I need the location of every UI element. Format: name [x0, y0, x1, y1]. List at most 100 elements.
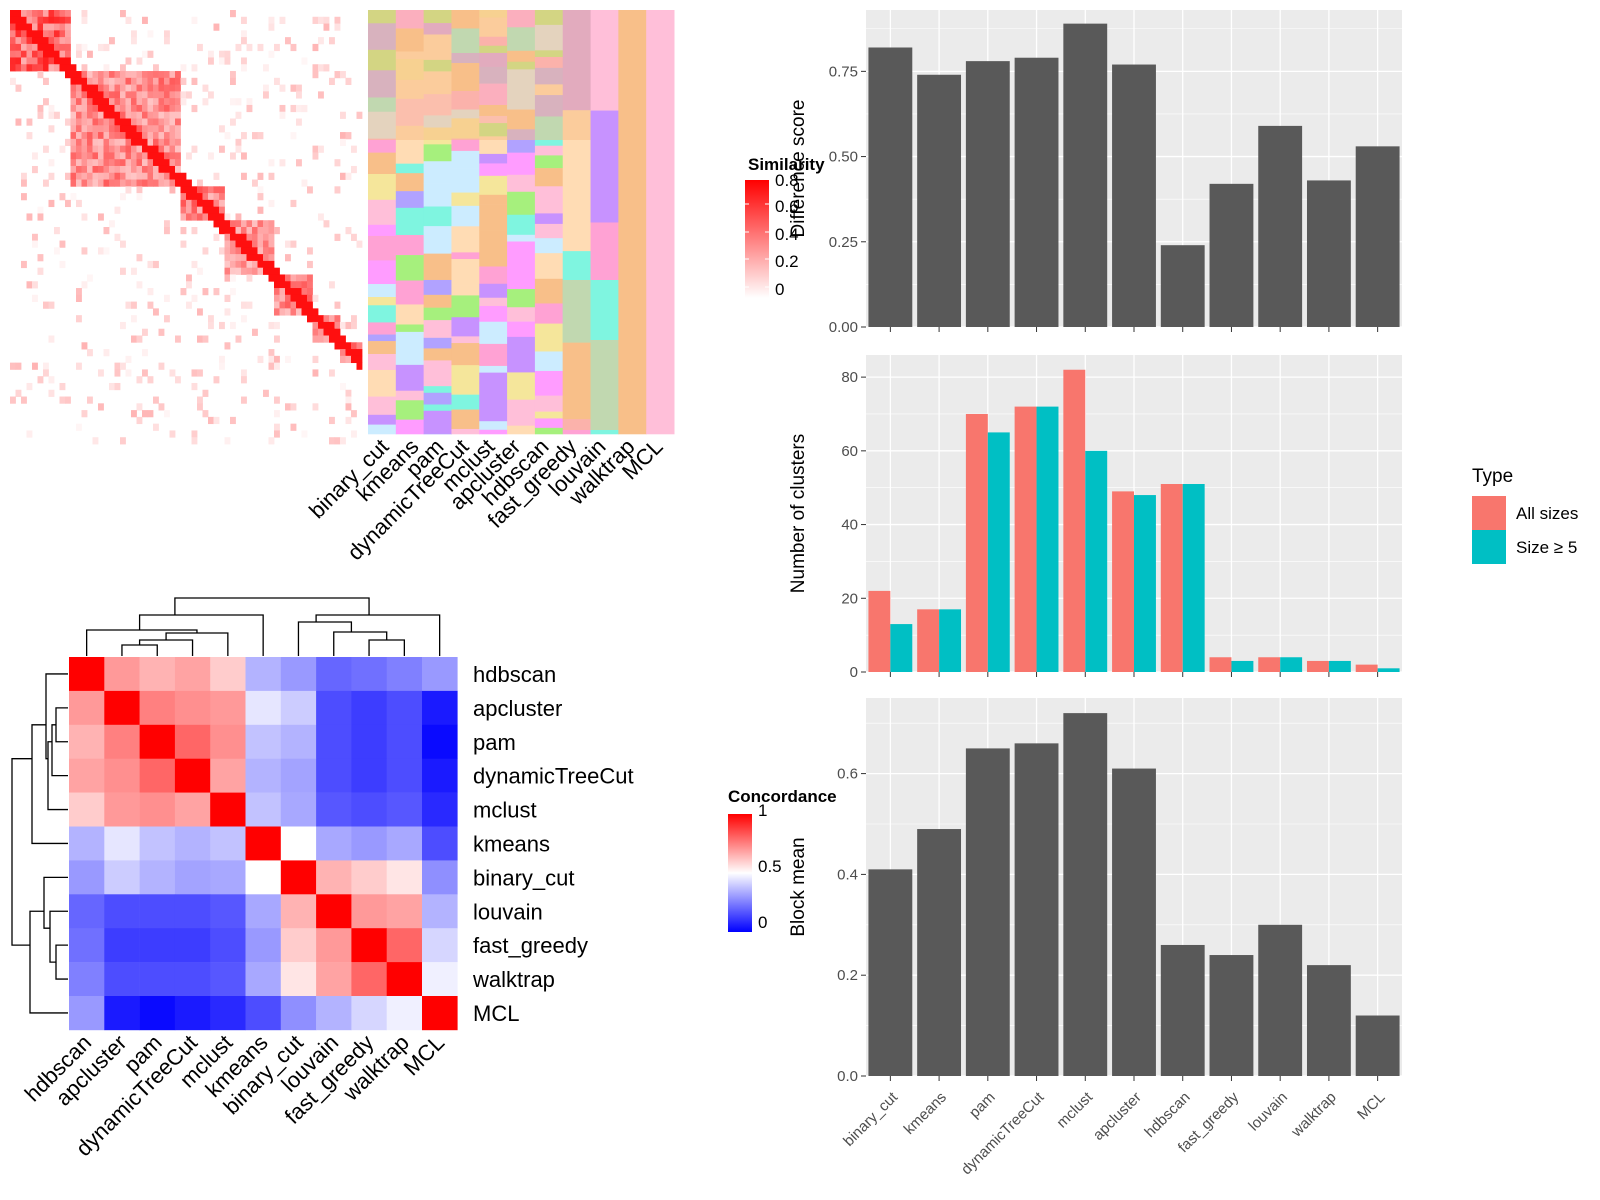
similarity-cell: [10, 43, 16, 52]
assignment-segment: [395, 207, 425, 236]
similarity-cell: [109, 179, 115, 187]
similarity-cell: [103, 118, 110, 126]
similarity-cell: [197, 403, 203, 411]
similarity-cell: [32, 64, 38, 72]
similarity-cell: [87, 84, 93, 92]
dendrogram-branch: [297, 621, 353, 656]
similarity-cell: [76, 71, 82, 79]
similarity-cell: [98, 403, 104, 411]
assignment-segment: [395, 163, 425, 174]
dendrogram-branch: [333, 631, 388, 656]
concordance-cell: [386, 996, 423, 1031]
similarity-cell: [158, 145, 165, 153]
bar-all-sizes: [1209, 657, 1232, 672]
similarity-cell: [235, 111, 242, 119]
similarity-cell: [202, 199, 209, 208]
similarity-cell: [296, 294, 302, 302]
similarity-cell: [219, 145, 225, 153]
concordance-cell: [245, 690, 282, 726]
similarity-cell: [21, 193, 27, 201]
dendrogram-branch: [43, 876, 68, 929]
dendrogram-branch: [49, 910, 68, 963]
similarity-cell: [54, 23, 60, 31]
similarity-cell: [274, 267, 280, 275]
similarity-cell: [202, 410, 209, 418]
similarity-cell: [136, 57, 143, 65]
similarity-cell: [307, 315, 313, 323]
similarity-cell: [87, 274, 93, 282]
similarity-cell: [340, 321, 346, 330]
concordance-cell: [139, 928, 176, 963]
y-axis-title: Difference score: [788, 100, 809, 238]
similarity-cell: [70, 64, 77, 72]
similarity-cell: [252, 132, 258, 140]
similarity-cell: [76, 43, 82, 52]
dendrogram-branch: [47, 741, 68, 811]
similarity-cell: [246, 267, 253, 275]
similarity-cell: [59, 30, 66, 38]
x-tick-label: louvain: [1245, 1089, 1291, 1135]
similarity-cell: [109, 152, 115, 160]
similarity-cell: [323, 220, 330, 228]
assignment-segment: [423, 206, 452, 227]
similarity-cell: [81, 138, 88, 147]
similarity-cell: [59, 57, 66, 65]
concordance-cell: [139, 657, 176, 692]
similarity-cell: [186, 179, 192, 187]
concordance-cell: [351, 894, 387, 929]
assignment-segment: [395, 191, 425, 202]
similarity-cell: [65, 23, 71, 31]
concordance-cell: [316, 690, 352, 726]
similarity-cell: [175, 91, 181, 99]
assignment-segment: [395, 331, 425, 348]
similarity-cell: [180, 206, 187, 214]
similarity-cell: [109, 104, 115, 113]
similarity-cell: [70, 98, 77, 106]
concordance-cell: [280, 996, 317, 1031]
similarity-cell: [180, 98, 187, 106]
similarity-cell: [153, 396, 159, 404]
similarity-cell: [125, 179, 132, 187]
similarity-cell: [114, 369, 121, 377]
similarity-cell: [76, 84, 82, 92]
assignment-segment: [534, 370, 564, 396]
similarity-cell: [208, 91, 214, 99]
similarity-cell: [274, 281, 280, 289]
dendrogram-branch: [11, 758, 32, 946]
bar: [965, 748, 1010, 1076]
similarity-cell: [340, 172, 346, 180]
similarity-cell: [202, 193, 209, 201]
similarity-cell: [43, 179, 49, 187]
similarity-cell: [323, 328, 330, 336]
similarity-cell: [340, 335, 346, 343]
similarity-cell: [21, 260, 27, 269]
similarity-cell: [92, 152, 99, 160]
assignment-segment: [423, 294, 452, 308]
similarity-cell: [70, 125, 77, 133]
similarity-legend-ticks: 0.8 0.6 0.4 0.2 0: [745, 171, 799, 299]
dendrogram-branch: [165, 632, 229, 656]
similarity-cell: [296, 84, 302, 92]
assignment-segment: [534, 263, 564, 280]
similarity-cell: [59, 16, 66, 24]
similarity-cell: [175, 376, 181, 384]
similarity-cell: [131, 71, 137, 79]
concordance-cell: [245, 894, 282, 929]
similarity-cell: [125, 152, 132, 160]
similarity-cell: [120, 132, 126, 140]
similarity-cell: [98, 132, 104, 140]
bar-size-5: [1182, 484, 1205, 672]
similarity-cell: [356, 240, 363, 248]
similarity-cell: [318, 321, 324, 330]
similarity-cell: [37, 57, 44, 65]
similarity-cell: [296, 274, 302, 282]
assignment-segment: [423, 360, 452, 381]
similarity-cell: [213, 233, 220, 241]
assignment-segment: [368, 396, 397, 416]
similarity-cell: [268, 23, 275, 31]
concordance-cell: [280, 724, 317, 759]
concordance-cell: [69, 792, 105, 827]
similarity-cell: [26, 10, 33, 18]
similarity-cell: [274, 430, 280, 438]
similarity-cell: [202, 335, 209, 343]
